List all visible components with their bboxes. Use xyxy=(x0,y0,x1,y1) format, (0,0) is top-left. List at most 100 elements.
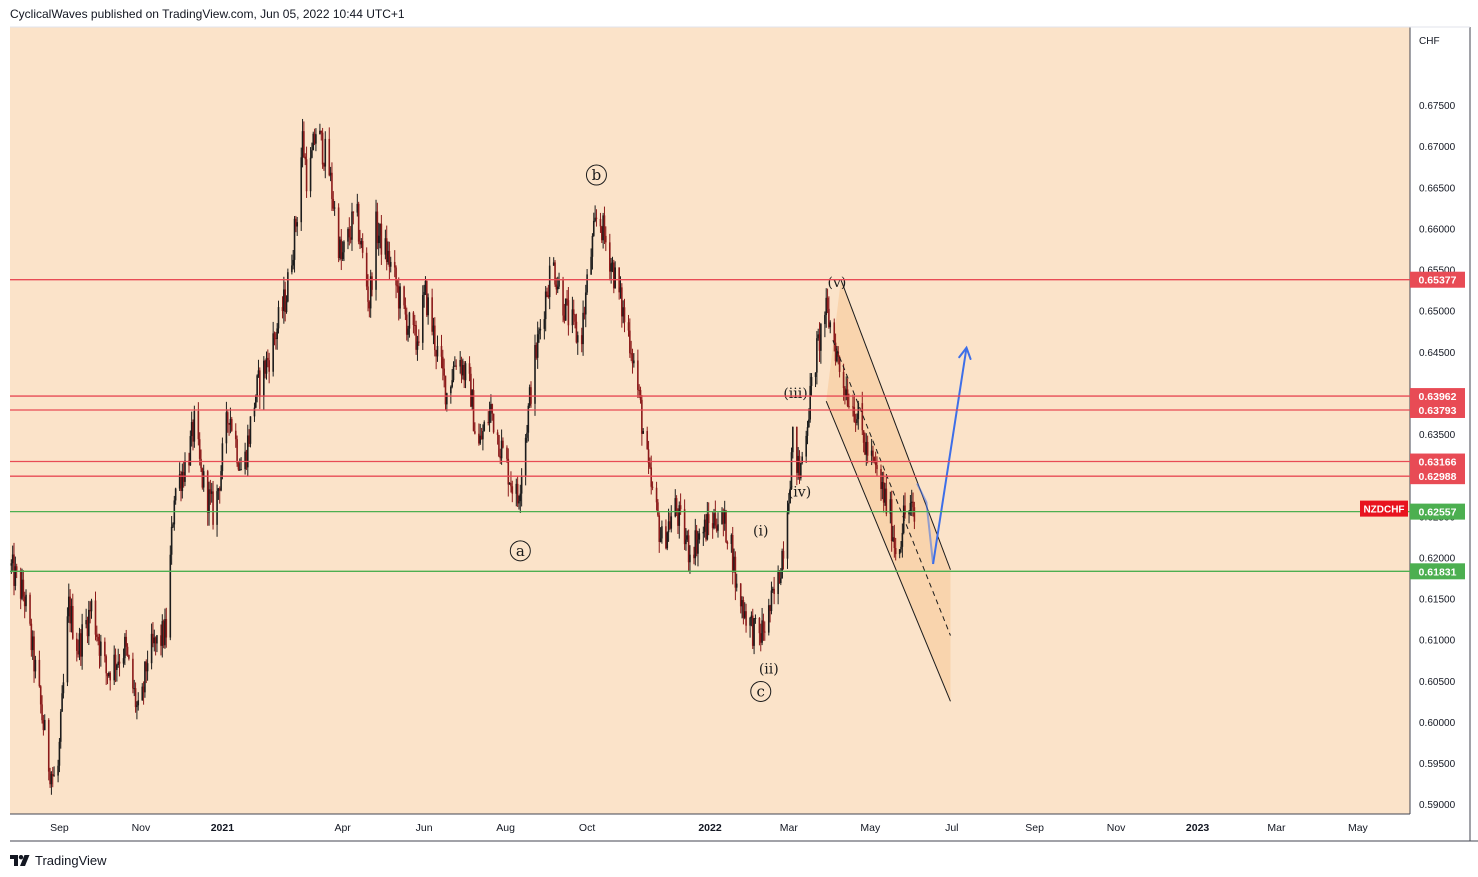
candle-body xyxy=(277,307,280,329)
candle-body xyxy=(339,239,341,259)
candle-body xyxy=(71,605,74,639)
candle-body xyxy=(359,241,361,245)
price-tag-label: 0.62988 xyxy=(1419,471,1457,483)
candle-body xyxy=(506,447,508,459)
candle-body xyxy=(828,308,830,328)
x-tick-label: May xyxy=(1348,822,1369,834)
candle-body xyxy=(117,661,120,665)
candle-body xyxy=(518,501,520,504)
candle-body xyxy=(259,370,261,397)
candle-body xyxy=(872,450,874,457)
candle-body xyxy=(403,286,405,306)
candle-body xyxy=(435,350,437,357)
x-tick-label: Aug xyxy=(496,822,515,834)
plot-area[interactable] xyxy=(10,27,1410,814)
candle-body xyxy=(808,419,810,428)
candle-body xyxy=(23,596,26,607)
y-tick-label: 0.60000 xyxy=(1419,718,1456,729)
y-tick-label: 0.67500 xyxy=(1419,101,1456,112)
candle-body xyxy=(182,471,185,482)
candle-body xyxy=(535,345,538,358)
candle-body xyxy=(340,239,343,260)
candle-body xyxy=(144,661,146,693)
candle-body xyxy=(657,502,659,516)
price-tag-label: 0.63166 xyxy=(1419,457,1457,469)
candle-body xyxy=(678,505,681,526)
candle-body xyxy=(57,765,59,776)
y-tick-label: 0.67000 xyxy=(1419,142,1456,153)
candle-body xyxy=(527,405,530,433)
candle-body xyxy=(126,646,129,656)
candle-body xyxy=(263,360,265,397)
candle-body xyxy=(892,537,894,541)
candle-body xyxy=(698,533,701,540)
candle-body xyxy=(539,328,542,331)
candle-body xyxy=(313,133,316,144)
candle-body xyxy=(51,774,54,777)
y-axis[interactable]: 0.59000 0.59500 0.60000 0.60500 0.61000 0.615… xyxy=(10,27,1478,841)
candle-body xyxy=(276,328,278,340)
candle-body xyxy=(769,605,771,612)
candle-body xyxy=(544,291,547,320)
candle-body xyxy=(408,312,411,329)
candle-body xyxy=(478,433,480,444)
wave-label: (iii) xyxy=(783,386,807,402)
candle-body xyxy=(81,624,83,657)
candle-body xyxy=(202,471,205,488)
candle-body xyxy=(767,605,770,633)
candle-body xyxy=(496,432,499,436)
candle-body xyxy=(619,287,622,293)
candle-body xyxy=(873,456,876,462)
candle-body xyxy=(225,412,228,444)
candle-body xyxy=(206,471,209,513)
candle-body xyxy=(642,431,645,434)
candle-body xyxy=(613,262,615,289)
candle-body xyxy=(670,516,673,529)
candle-body xyxy=(319,130,321,135)
candle-body xyxy=(387,250,389,263)
candle-body xyxy=(238,469,241,471)
candle-body xyxy=(173,500,176,525)
candle-body xyxy=(575,321,578,343)
footer-brand[interactable]: TradingView xyxy=(10,851,107,869)
candle-body xyxy=(834,342,837,362)
candle-body xyxy=(595,217,598,219)
channel-layer xyxy=(825,279,951,702)
candle-body xyxy=(586,274,588,293)
resistance-price-tag xyxy=(1410,401,1465,418)
candle-body xyxy=(397,286,400,309)
candle-body xyxy=(164,619,166,646)
candle-body xyxy=(492,413,495,433)
candle-body xyxy=(543,319,546,329)
candle-body xyxy=(781,550,783,579)
candle-body xyxy=(184,460,186,482)
candle-body xyxy=(404,305,407,315)
candle-body xyxy=(487,422,490,424)
candle-body xyxy=(524,437,527,476)
price-tag-label: 0.65377 xyxy=(1419,275,1457,287)
candle-body xyxy=(913,507,916,522)
candle-body xyxy=(714,513,717,526)
candle-body xyxy=(770,590,773,612)
x-tick-label: Apr xyxy=(334,822,351,834)
candle-body xyxy=(369,276,372,309)
x-axis[interactable]: Sep Nov 2021 Apr Jun Aug Oct 2022 Mar May Jul Sep No… xyxy=(0,26,1478,842)
wave-label-circle xyxy=(585,164,607,186)
candle-body xyxy=(609,242,611,272)
candle-body xyxy=(189,436,192,466)
candle-body xyxy=(66,616,69,683)
channel-lower-line xyxy=(825,400,951,702)
candle-body xyxy=(360,241,363,245)
candle-body xyxy=(218,488,221,491)
candle-body xyxy=(287,272,289,302)
candle-body xyxy=(226,412,229,424)
projection-path-up xyxy=(932,347,968,565)
candle-body xyxy=(594,217,596,221)
candle-body xyxy=(220,471,222,491)
candle-body xyxy=(782,550,785,559)
candle-body xyxy=(554,262,556,285)
candle-body xyxy=(856,419,858,423)
candle-body xyxy=(417,341,420,343)
candle-body xyxy=(904,505,906,515)
